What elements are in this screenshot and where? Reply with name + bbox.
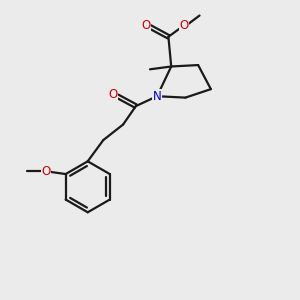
Text: N: N (153, 90, 161, 103)
Text: O: O (141, 19, 150, 32)
Text: O: O (41, 165, 50, 178)
Text: O: O (109, 88, 118, 101)
Text: O: O (179, 19, 189, 32)
